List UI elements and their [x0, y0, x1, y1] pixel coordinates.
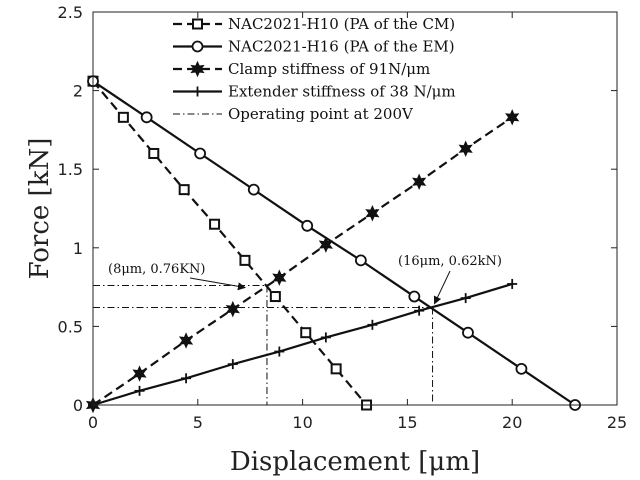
- series-line-3: [92, 282, 513, 407]
- data-point-0-7: [300, 327, 312, 339]
- data-point-2-7: [412, 173, 427, 191]
- data-point-0-1: [117, 111, 129, 123]
- data-point-0-6: [269, 291, 281, 303]
- legend-item-2: Clamp stiffness of 91N/μm: [173, 60, 430, 78]
- legend: NAC2021-H10 (PA of the CM) NAC2021-H16 (P…: [173, 15, 456, 123]
- data-point-0-5: [239, 254, 251, 266]
- x-tick-label-2: 10: [292, 413, 312, 432]
- data-point-3-2: [181, 373, 192, 384]
- plot-frame: [92, 11, 618, 406]
- legend-marker-3: [192, 86, 203, 97]
- data-point-2-2: [178, 332, 194, 349]
- series-line-1: [92, 80, 576, 406]
- series-group: [85, 75, 581, 414]
- data-point-2-3: [225, 300, 240, 318]
- data-point-2-9: [505, 109, 520, 126]
- data-point-3-3: [227, 359, 238, 370]
- legend-label-1: NAC2021-H16 (PA of the EM): [228, 38, 455, 56]
- data-point-2-1: [132, 365, 147, 382]
- data-point-2-5: [318, 236, 334, 253]
- data-point-0-2: [148, 147, 160, 159]
- data-point-1-6: [408, 290, 421, 303]
- legend-item-0: NAC2021-H10 (PA of the CM): [173, 15, 455, 33]
- y-tick-label-3: 1.5: [58, 160, 83, 179]
- series-2: [85, 109, 520, 414]
- series-line-2: [92, 116, 513, 406]
- data-point-3-4: [274, 346, 285, 357]
- data-point-3-8: [460, 293, 471, 304]
- operating-point-arrow-1: [433, 270, 451, 305]
- operating-point-arrow-0: [189, 277, 246, 291]
- series-1: [87, 75, 581, 411]
- data-point-0-8: [330, 363, 342, 375]
- data-point-3-9: [507, 278, 518, 289]
- data-point-3-6: [367, 319, 378, 330]
- legend-item-1: NAC2021-H16 (PA of the EM): [173, 38, 455, 56]
- data-point-2-8: [458, 140, 473, 157]
- operating-point-guides: [93, 285, 434, 405]
- data-point-1-1: [140, 111, 153, 124]
- data-point-3-5: [320, 332, 331, 343]
- x-tick-label-3: 15: [397, 413, 417, 432]
- annotations: (8μm, 0.76KN) (16μm, 0.62kN): [108, 254, 502, 305]
- data-point-2-4: [272, 269, 287, 286]
- data-point-1-3: [247, 183, 260, 196]
- y-tick-label-5: 2.5: [58, 3, 83, 22]
- series-0: [87, 75, 373, 411]
- legend-marker-2: [190, 60, 205, 78]
- x-tick-label-5: 25: [607, 413, 627, 432]
- series-3: [88, 278, 518, 410]
- x-tick-label-1: 5: [193, 413, 203, 432]
- operating-point-label-0: (8μm, 0.76KN): [108, 262, 206, 277]
- y-tick-label-4: 2: [73, 82, 83, 101]
- data-point-0-3: [178, 184, 190, 196]
- data-point-3-7: [414, 305, 425, 316]
- x-tick-label-0: 0: [88, 413, 98, 432]
- axes: 0 5 10 15 20 25 0 0.5 1 1.5 2 2.5 Displacement [μm] F…: [25, 3, 627, 477]
- y-tick-label-2: 1: [73, 239, 83, 258]
- data-point-1-2: [194, 147, 207, 160]
- y-axis-title: Force [kN]: [25, 138, 55, 280]
- data-point-1-8: [515, 362, 528, 375]
- data-point-1-7: [462, 326, 474, 339]
- x-tick-label-4: 20: [502, 413, 522, 432]
- legend-label-2: Clamp stiffness of 91N/μm: [228, 60, 430, 78]
- data-point-1-5: [354, 254, 367, 267]
- x-axis-title: Displacement [μm]: [230, 447, 480, 477]
- legend-marker-1: [191, 40, 204, 53]
- operating-point-label-1: (16μm, 0.62kN): [398, 254, 502, 269]
- y-tick-label-0: 0: [73, 396, 83, 415]
- legend-label-0: NAC2021-H10 (PA of the CM): [228, 15, 455, 33]
- legend-item-operating-point: Operating point at 200V: [173, 105, 414, 123]
- data-point-0-4: [209, 218, 221, 230]
- legend-label-3: Extender stiffness of 38 N/μm: [228, 83, 456, 101]
- series-line-0: [92, 80, 368, 406]
- data-point-1-4: [301, 219, 314, 232]
- legend-item-3: Extender stiffness of 38 N/μm: [173, 83, 456, 101]
- data-point-3-1: [134, 385, 145, 396]
- legend-marker-0: [192, 18, 203, 30]
- legend-label-operating-point: Operating point at 200V: [228, 105, 414, 123]
- y-tick-label-1: 0.5: [58, 317, 83, 336]
- data-point-2-6: [365, 204, 380, 222]
